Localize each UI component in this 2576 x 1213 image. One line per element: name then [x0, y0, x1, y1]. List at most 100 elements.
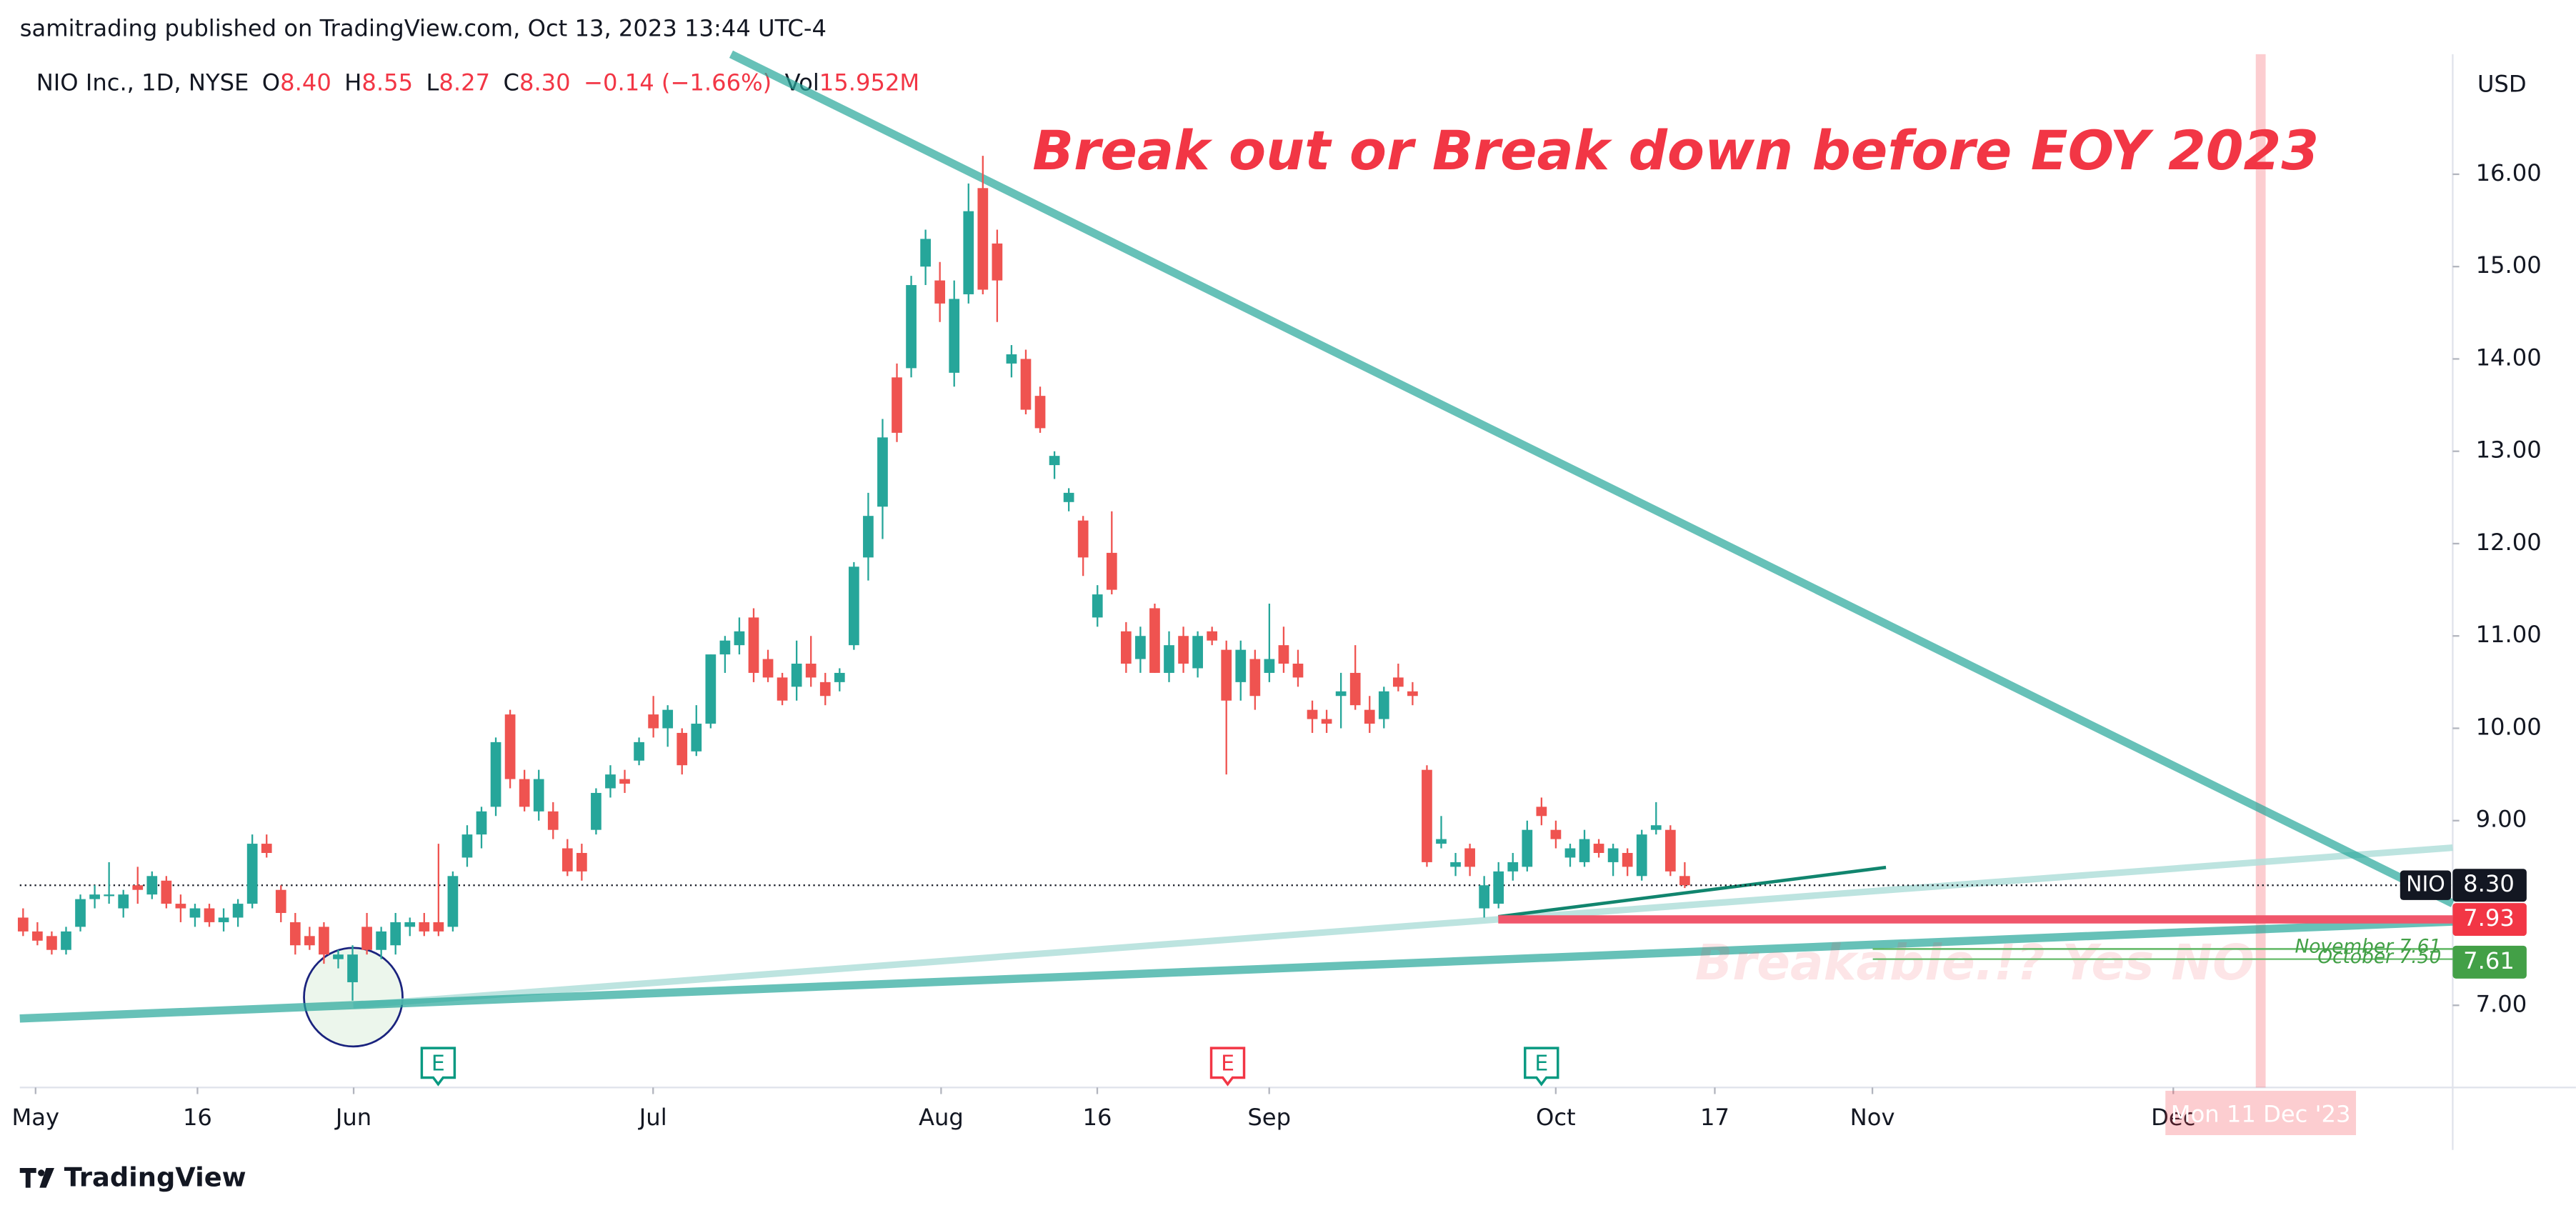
candle-body: [1392, 677, 1404, 687]
legend-close-key: C: [503, 69, 519, 96]
legend-volume: 15.952M: [819, 69, 919, 96]
candle-body: [461, 834, 473, 858]
candle-body: [161, 880, 172, 904]
candle-body: [1679, 876, 1690, 886]
candle-body: [1607, 848, 1619, 862]
candle-body: [819, 682, 831, 697]
event-label: E: [1221, 1052, 1234, 1077]
candle-body: [992, 243, 1003, 281]
candle-body: [1292, 664, 1304, 678]
headline: Break out or Break down before EOY 2023: [1032, 119, 2319, 182]
candle-body: [677, 732, 688, 766]
candle-body: [1235, 649, 1247, 682]
y-tick-label: 10.00: [2476, 713, 2542, 740]
candle-body: [691, 724, 702, 752]
candle-body: [275, 889, 286, 914]
candle-body: [519, 779, 530, 807]
legend-symbol: NIO Inc., 1D, NYSE: [36, 69, 249, 96]
candle-body: [1264, 659, 1275, 673]
candle-body: [376, 931, 386, 950]
candle-body: [433, 922, 444, 932]
candle-body: [1450, 862, 1461, 867]
candle-body: [605, 774, 616, 789]
x-tick-label: Nov: [1850, 1104, 1895, 1131]
candle-body: [762, 659, 774, 678]
level-label: 7.93: [2463, 904, 2515, 932]
candle-body: [892, 377, 902, 433]
y-tick-label: 14.00: [2476, 344, 2542, 371]
candle-body: [1522, 829, 1533, 867]
cursor-line: [2255, 54, 2266, 1088]
candle-body: [189, 908, 201, 918]
event-marker: [1209, 1047, 1246, 1087]
candle-body: [246, 844, 258, 904]
candle-body: [561, 848, 573, 872]
candle-body: [104, 894, 115, 897]
candle-body: [805, 664, 817, 678]
cursor-label-box: [2165, 1090, 2357, 1136]
brand-name: TradingView: [64, 1162, 246, 1192]
candle-body: [204, 908, 215, 922]
candle-body: [949, 299, 960, 373]
candle-body: [361, 927, 372, 950]
candle-body: [1164, 645, 1174, 673]
y-tick-label: 13.00: [2476, 436, 2542, 464]
candle-body: [132, 885, 144, 890]
candle-body: [1020, 359, 1032, 410]
candle-body: [17, 917, 29, 932]
x-tick-label: Jul: [638, 1104, 667, 1131]
candle-body: [1407, 691, 1418, 697]
last-price-label: 8.30: [2463, 870, 2515, 897]
level-box: [2452, 945, 2527, 979]
candle-body: [347, 954, 358, 982]
candle-body: [877, 437, 888, 507]
candle-body: [920, 239, 931, 267]
x-tick-label: Dec: [2151, 1104, 2195, 1131]
candle-body: [1493, 871, 1504, 904]
candle-body: [662, 709, 674, 729]
legend-open-key: O: [262, 69, 280, 96]
candle-body: [1479, 885, 1490, 909]
candle-body: [504, 714, 516, 779]
support-line-light: [353, 844, 2453, 1009]
candle-body: [1135, 636, 1146, 659]
candle-body: [390, 922, 401, 946]
plot: 7.00 9.00 10.00 11.00 12.00 13.00 14.00 15.00 16…: [12, 50, 2542, 1136]
x-tick-label: Aug: [919, 1104, 964, 1131]
candle-body: [419, 922, 430, 932]
candle-body: [1063, 492, 1074, 502]
candle-body: [1650, 825, 1662, 830]
candle-body: [1006, 354, 1017, 364]
legend-open: 8.40: [280, 69, 331, 96]
y-tick-label: 16.00: [2476, 159, 2542, 186]
legend-high-key: H: [344, 69, 361, 96]
legend: NIO Inc., 1D, NYSE O8.40 H8.55 L8.27 C8.30 −0…: [36, 69, 919, 96]
candle-body: [319, 927, 329, 955]
support-line: [19, 917, 2453, 1023]
candle-body: [1321, 719, 1332, 724]
candle-body: [75, 899, 86, 927]
candle-body: [1622, 852, 1633, 867]
candle-body: [1221, 649, 1232, 701]
candle-body: [304, 936, 315, 946]
candle-body: [1092, 594, 1103, 618]
brand: TradingView: [19, 1162, 246, 1192]
candle-body: [648, 714, 659, 729]
candle-body: [1149, 608, 1160, 673]
candle-body: [1034, 396, 1046, 429]
short-trend-line: [1498, 865, 1887, 919]
candle-body: [619, 779, 630, 784]
candle-body: [1106, 552, 1117, 590]
legend-change: −0.14 (−1.66%): [584, 69, 772, 96]
candle-body: [963, 211, 974, 294]
candle-body: [863, 516, 874, 558]
level-note: October 7.50: [2317, 946, 2441, 968]
candle-body: [1192, 636, 1203, 669]
y-tick-label: 7.00: [2476, 990, 2527, 1017]
candle-body: [1593, 844, 1604, 853]
candle-body: [218, 917, 229, 922]
candle-body: [289, 922, 301, 946]
legend-low: 8.27: [439, 69, 490, 96]
